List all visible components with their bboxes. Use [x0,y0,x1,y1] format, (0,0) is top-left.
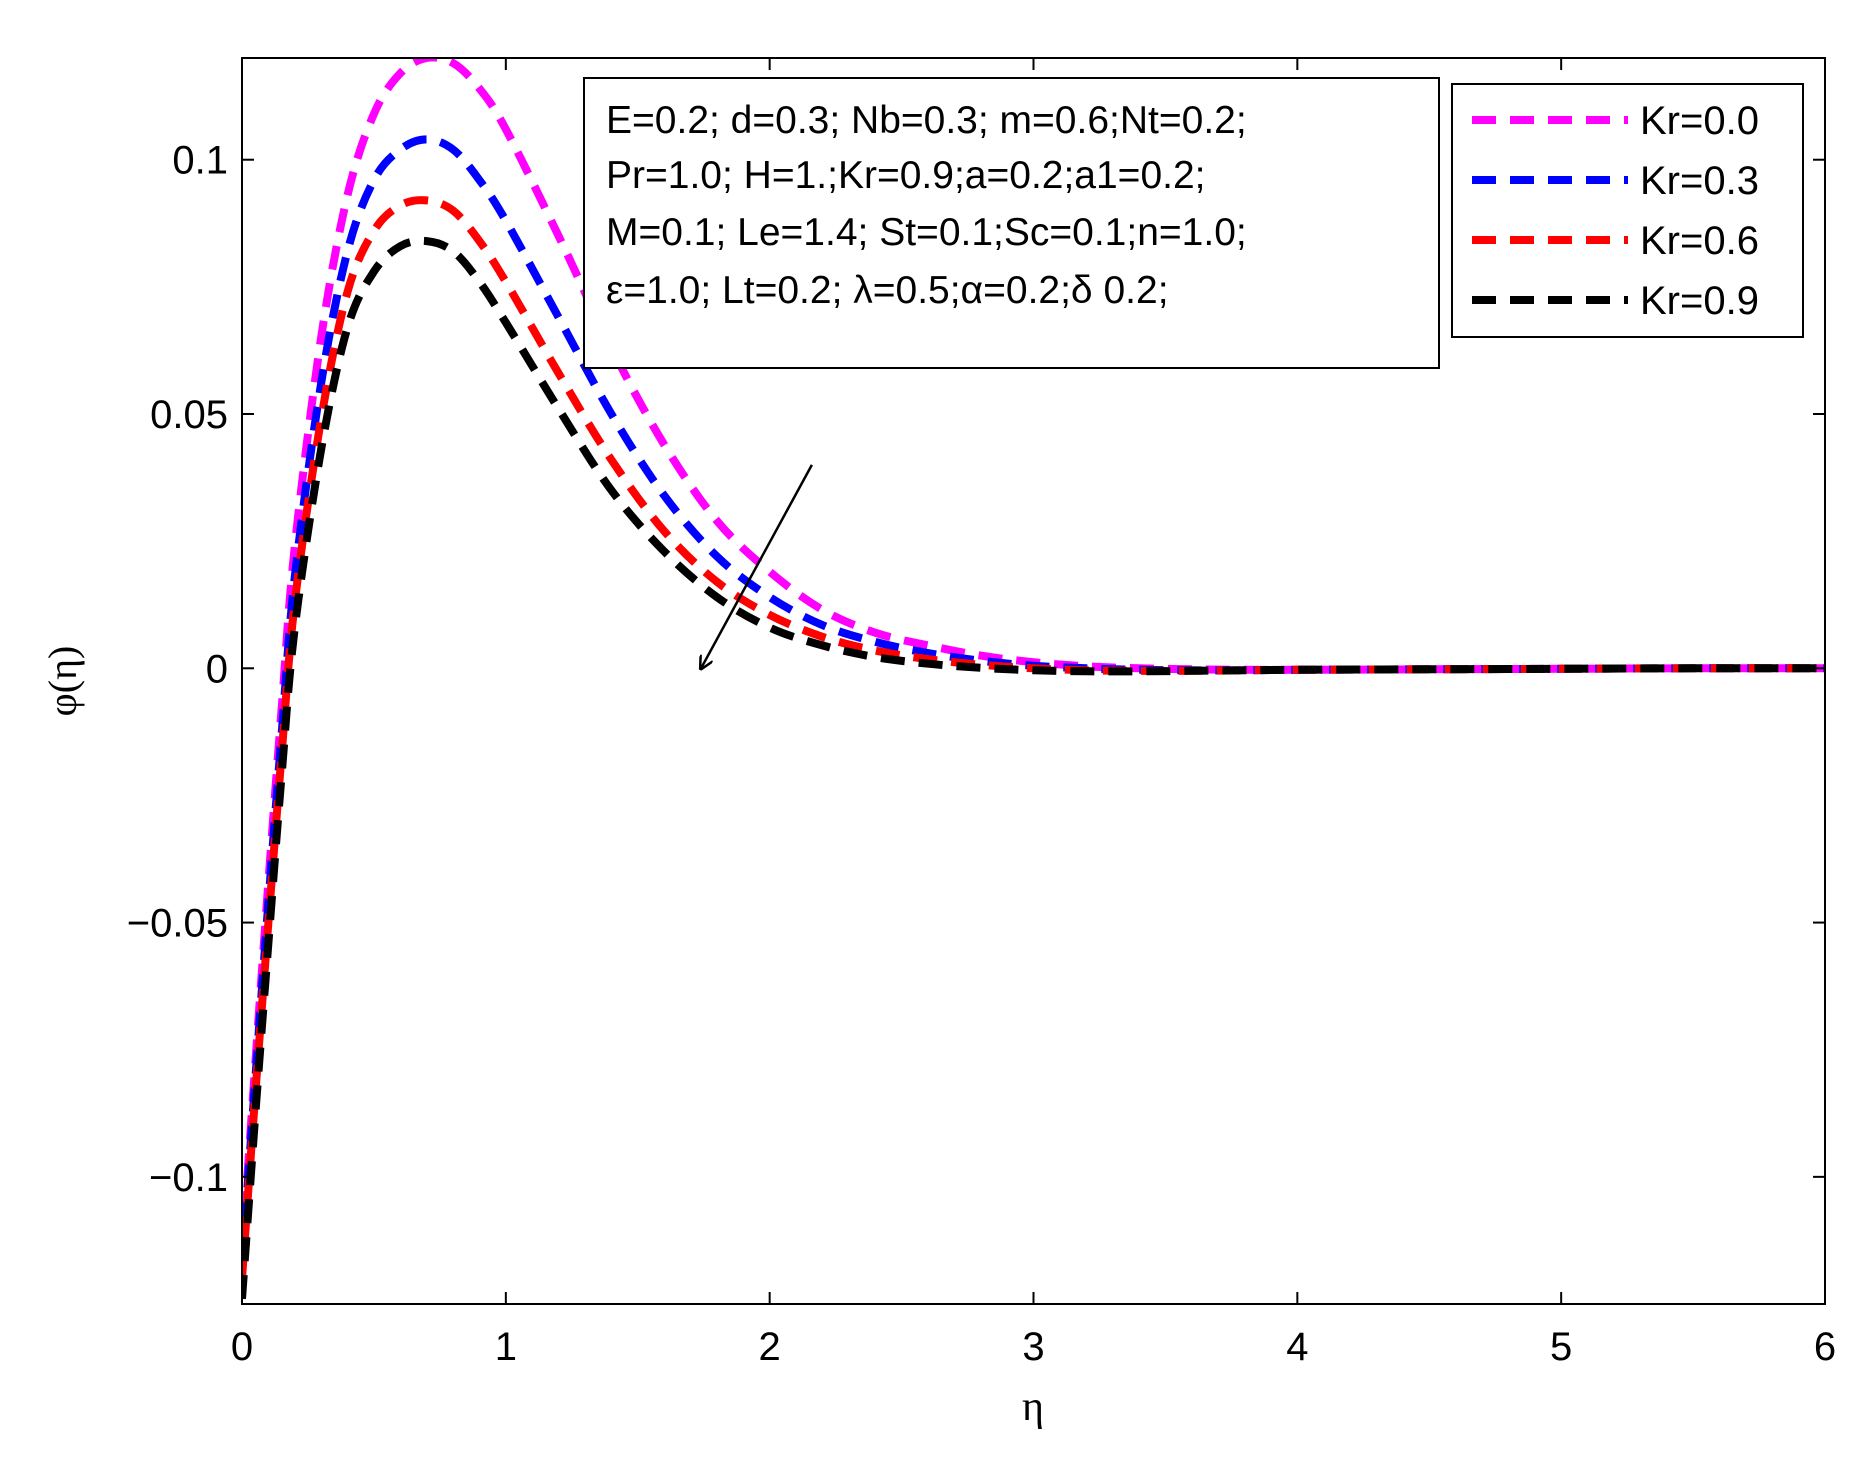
x-tick-label: 5 [1550,1325,1572,1369]
legend-label-kr-0-9: Kr=0.9 [1640,279,1759,323]
y-tick-label: 0 [206,647,228,691]
parameter-line-3: M=0.1; Le=1.4; St=0.1;Sc=0.1;n=1.0; [606,211,1247,254]
parameter-line-4: ε=1.0; Lt=0.2; λ=0.5;α=0.2;δ 0.2; [606,269,1169,312]
parameter-box: E=0.2; d=0.3; Nb=0.3; m=0.6;Nt=0.2; Pr=1… [583,77,1440,369]
x-tick-label: 6 [1814,1325,1836,1369]
series-layer [242,58,1825,1300]
x-tick-label: 3 [1022,1325,1044,1369]
legend-label-kr-0-6: Kr=0.6 [1640,219,1759,263]
legend-swatches [1472,116,1628,304]
tick-layer: 0 1 2 3 4 5 6 −0.1 −0.05 0 0.05 0.1 [127,58,1836,1369]
legend-label-kr-0-0: Kr=0.0 [1640,99,1759,143]
parameter-line-2: Pr=1.0; H=1.;Kr=0.9;a=0.2;a1=0.2; [606,154,1206,197]
series-line-kr-0-9 [242,236,1825,1300]
trend-arrow [701,464,813,668]
y-axis-label: φ(η) [40,646,85,717]
legend-label-kr-0-3: Kr=0.3 [1640,159,1759,203]
y-tick-label: −0.1 [149,1156,228,1200]
x-tick-label: 2 [759,1325,781,1369]
legend: Kr=0.0 Kr=0.3 Kr=0.6 Kr=0.9 [1451,83,1804,338]
legend-frame [1451,83,1804,338]
y-tick-label: −0.05 [127,902,228,946]
parameter-line-1: E=0.2; d=0.3; Nb=0.3; m=0.6;Nt=0.2; [606,99,1247,142]
x-axis-label: η [1022,1384,1044,1430]
x-tick-label: 1 [495,1325,517,1369]
y-tick-label: 0.1 [172,139,228,183]
x-tick-label: 0 [231,1325,253,1369]
y-tick-label: 0.05 [150,393,228,437]
x-tick-label: 4 [1286,1325,1308,1369]
parameter-box-frame [583,77,1440,369]
